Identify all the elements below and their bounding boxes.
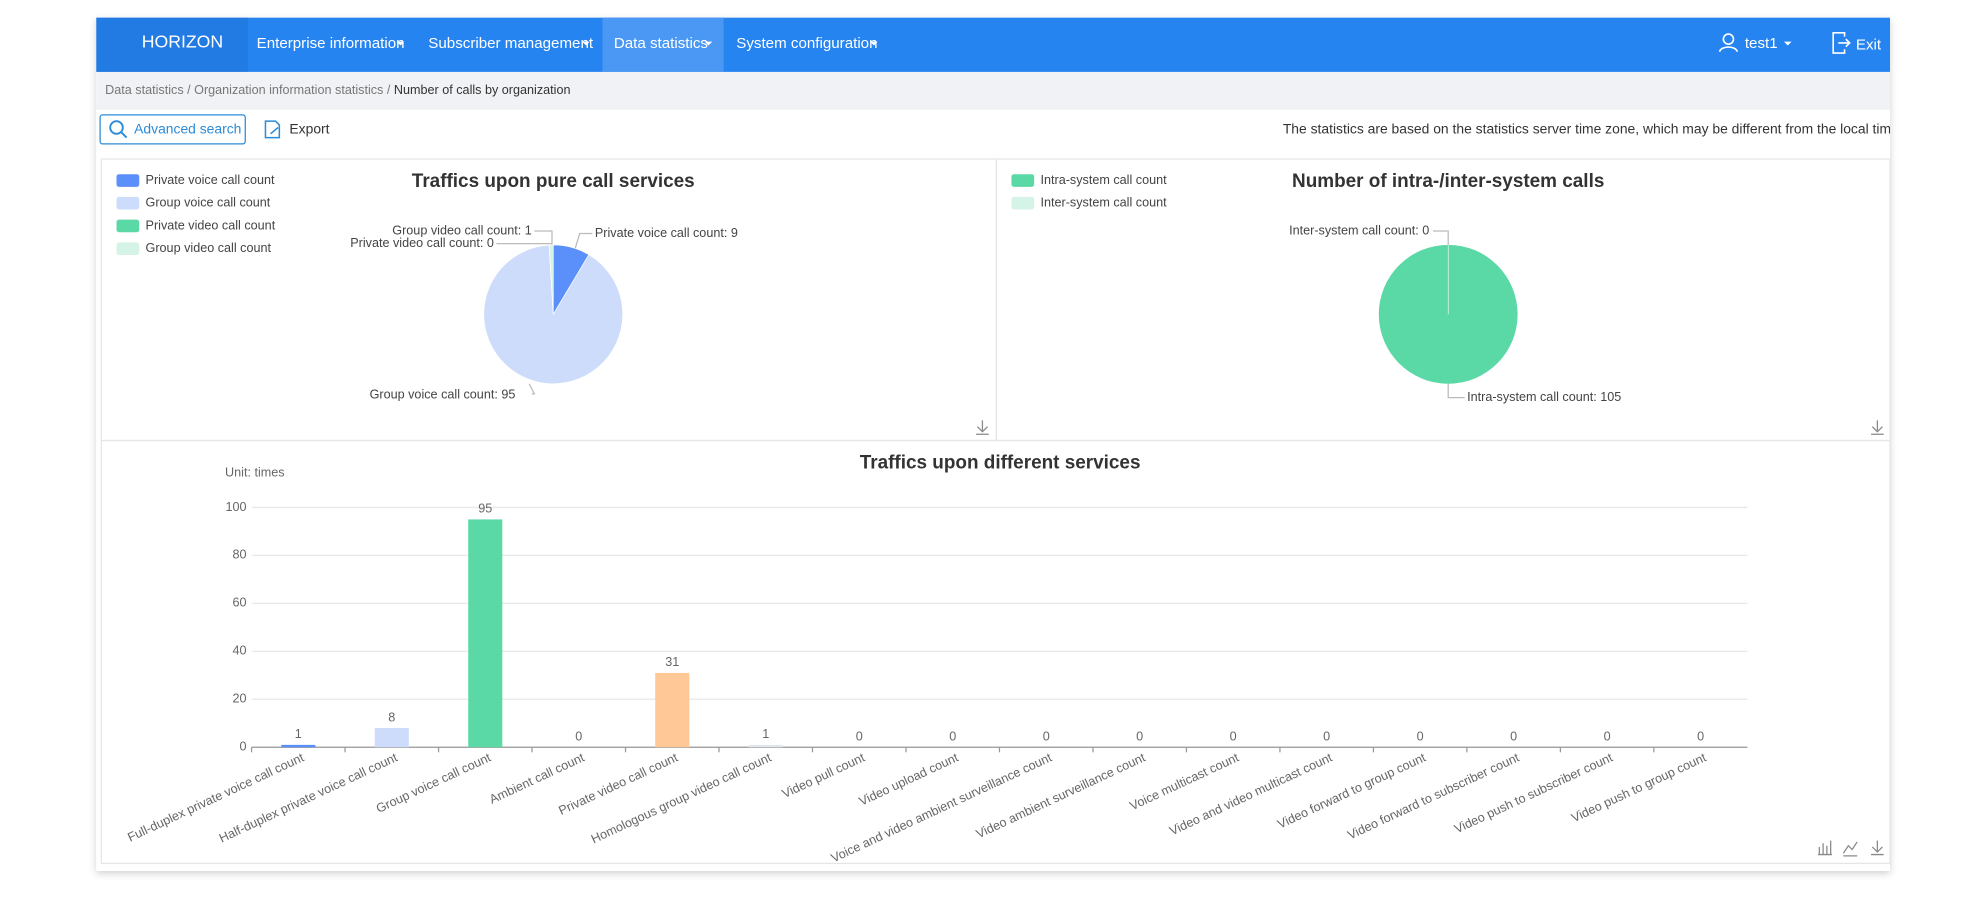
bar-value-label: 0	[575, 729, 582, 743]
search-icon	[109, 120, 128, 139]
bar-value-label: 0	[949, 729, 956, 743]
legend-swatch	[116, 174, 140, 187]
bar-value-label: 0	[1136, 729, 1143, 743]
slice-label: Private voice call count: 9	[595, 226, 738, 240]
chart-title: Number of intra-/inter-system calls	[1292, 171, 1604, 192]
slice-label: Group voice call count: 95	[370, 387, 516, 401]
timezone-notice: The statistics are based on the statisti…	[1283, 121, 1918, 137]
pie-slice	[483, 244, 623, 385]
menu-item[interactable]: Subscriber management	[428, 35, 594, 52]
bar-value-label: 1	[762, 727, 769, 741]
bar-value-label: 0	[1043, 729, 1050, 743]
menu-item[interactable]: Data statistics	[614, 35, 709, 52]
legend-label: Intra-system call count	[1040, 173, 1167, 187]
brand-bg	[96, 17, 248, 72]
y-tick-label: 80	[232, 548, 246, 562]
bar-value-label: 8	[388, 710, 395, 724]
slice-label: Intra-system call count: 105	[1467, 390, 1621, 404]
legend-swatch	[116, 242, 140, 255]
legend-label: Inter-system call count	[1040, 196, 1167, 210]
legend-swatch	[116, 196, 140, 210]
tool-icons	[976, 420, 1884, 857]
legend-swatch	[116, 219, 140, 233]
menu-item[interactable]: System configuration	[736, 35, 877, 52]
user-name[interactable]: test1	[1745, 35, 1778, 52]
exit-icon	[1832, 31, 1851, 54]
export-icon	[264, 120, 281, 139]
pie-leader-lines	[496, 230, 1465, 399]
y-axis-label: Unit: times	[225, 466, 285, 480]
bar	[468, 519, 503, 748]
bar-value-label: 0	[1323, 729, 1330, 743]
breadcrumb-bar	[96, 71, 1890, 110]
y-tick-label: 0	[240, 740, 247, 754]
export-button[interactable]: Export	[289, 121, 329, 137]
y-tick-label: 100	[225, 500, 246, 514]
legend-label: Group video call count	[146, 241, 272, 255]
breadcrumb-link[interactable]: Data statistics / Organization informati…	[105, 83, 394, 97]
user-icon	[1718, 33, 1739, 53]
legend-swatch	[1011, 196, 1035, 210]
bar-value-label: 0	[856, 729, 863, 743]
y-tick-label: 20	[232, 692, 246, 706]
legend-label: Group voice call count	[146, 196, 271, 210]
bar	[281, 744, 316, 748]
breadcrumb-path: Data statistics / Organization informati…	[105, 83, 570, 97]
bar-value-label: 0	[1697, 729, 1704, 743]
active-menu-bg	[602, 17, 724, 72]
legend-label: Private voice call count	[146, 173, 275, 187]
panel-borders	[100, 158, 1891, 865]
bar-value-label: 31	[665, 655, 679, 669]
brand: HORIZON	[142, 32, 223, 52]
breadcrumb-current: Number of calls by organization	[394, 83, 571, 97]
legend-swatch	[1011, 174, 1035, 187]
nav-bar	[96, 17, 1890, 72]
y-tick-label: 60	[232, 596, 246, 610]
slice-label: Private video call count: 0	[350, 236, 494, 250]
bar-value-label: 0	[1230, 729, 1237, 743]
pie-slice	[548, 244, 554, 315]
bar	[748, 744, 783, 748]
bar-value-label: 0	[1604, 729, 1611, 743]
app-frame	[96, 17, 1890, 871]
exit[interactable]: Exit	[1856, 36, 1882, 53]
menu-item[interactable]: Enterprise information	[257, 35, 405, 52]
search-button[interactable]	[99, 114, 246, 145]
legend-label: Private video call count	[146, 218, 276, 232]
chart-title: Traffics upon pure call services	[412, 171, 695, 192]
bar-value-label: 0	[1510, 729, 1517, 743]
chart-title: Traffics upon different services	[860, 452, 1141, 473]
carets	[396, 41, 1792, 46]
bar-value-label: 0	[1417, 729, 1424, 743]
y-tick-label: 40	[232, 644, 246, 658]
bar-value-label: 1	[295, 727, 302, 741]
slice-label: Group video call count: 1	[392, 223, 531, 237]
search-label: Advanced search	[134, 121, 241, 137]
slice-label: Inter-system call count: 0	[1289, 223, 1429, 237]
bar	[655, 672, 690, 748]
bar-value-label: 95	[478, 502, 492, 516]
bar	[374, 728, 409, 748]
